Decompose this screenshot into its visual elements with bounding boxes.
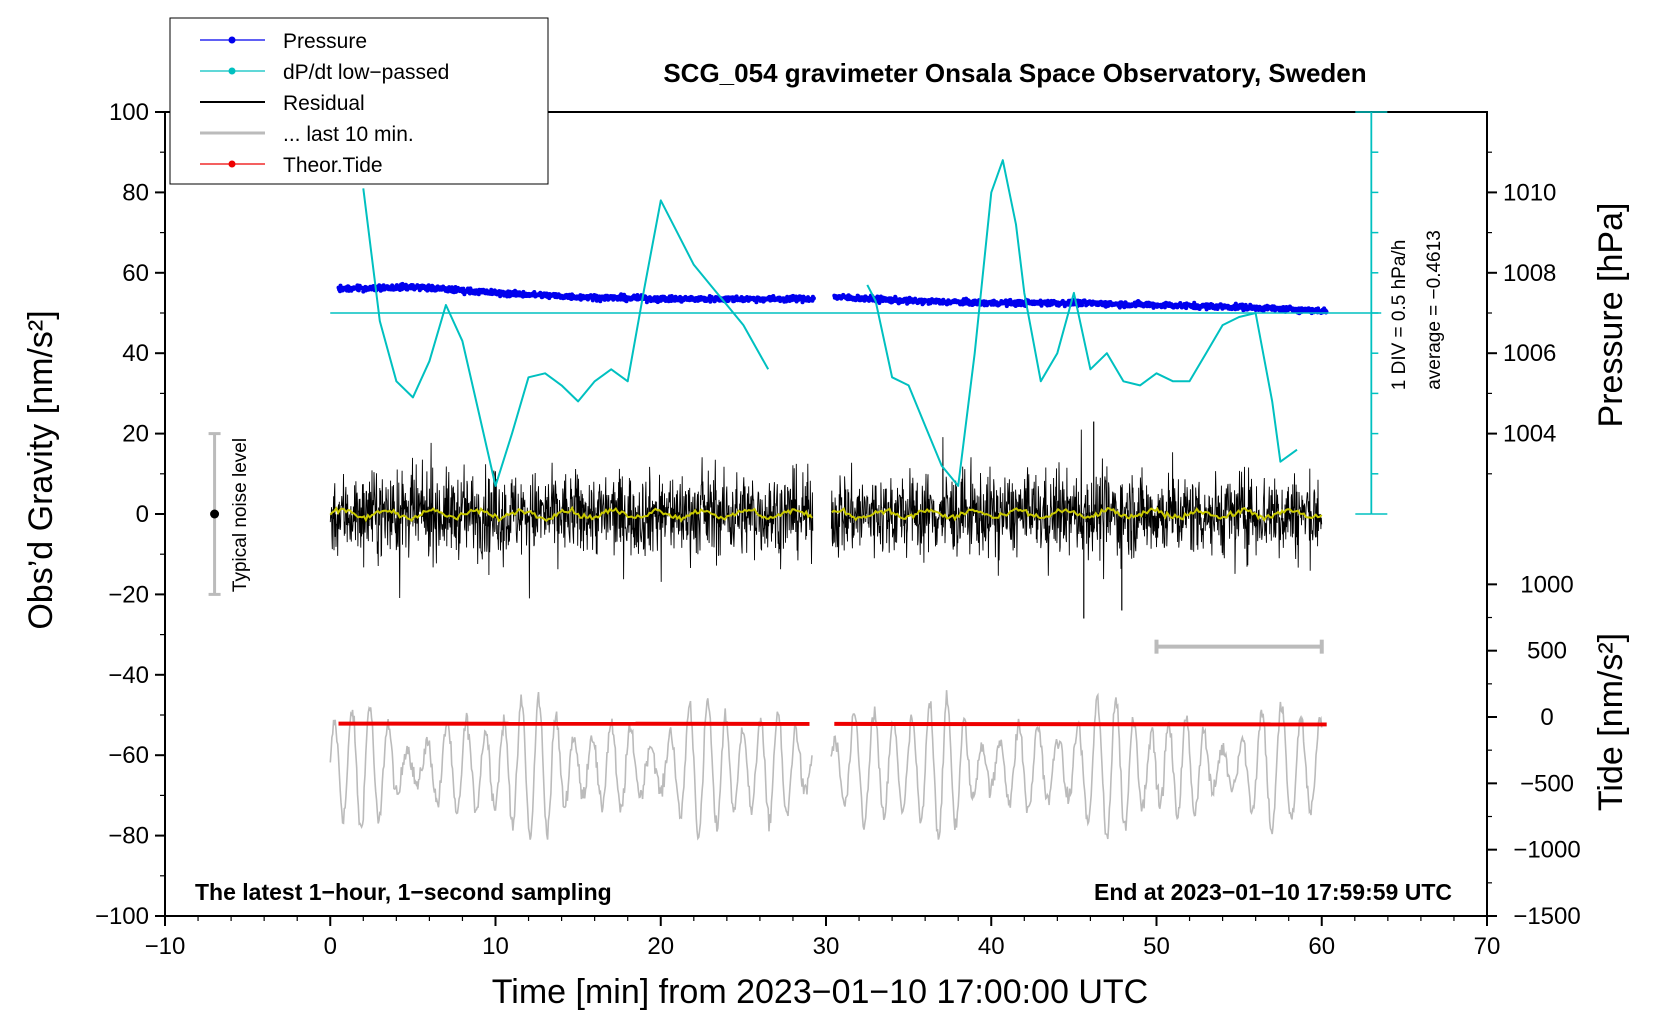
pressure-axis-title: Pressure [hPa] xyxy=(1592,203,1630,428)
noise-bar-center-dot xyxy=(210,509,220,519)
x-tick-label: −10 xyxy=(145,933,186,960)
y-tick-label: 40 xyxy=(122,340,149,367)
residual-line xyxy=(329,442,814,599)
x-tick-label: 70 xyxy=(1474,933,1501,960)
dpdt-scale-label: 1 DIV = 0.5 hPa/h xyxy=(1389,240,1410,391)
pressure-tick-label: 1010 xyxy=(1503,179,1556,206)
residual-smoothed-series xyxy=(329,505,1323,523)
pressure-point xyxy=(811,296,816,301)
dpdt-series xyxy=(330,111,1388,515)
pressure-tick-label: 1006 xyxy=(1503,340,1556,367)
tide-tick-label: −1500 xyxy=(1513,903,1580,930)
y-tick-label: 80 xyxy=(122,179,149,206)
dpdt-average-label: average = −0.4613 xyxy=(1424,230,1445,390)
y-tick-label: 20 xyxy=(122,421,149,448)
tide-axis-title: Tide [nm/s²] xyxy=(1592,633,1630,811)
residual-smoothed-line xyxy=(329,505,813,523)
last10-line xyxy=(329,692,813,841)
annotations xyxy=(208,432,1324,654)
x-axis-title: Time [min] from 2023−01−10 17:00:00 UTC xyxy=(492,973,1148,1011)
tide-tick-label: 500 xyxy=(1527,638,1567,665)
pressure-point xyxy=(1080,303,1085,308)
legend: Pressure dP/dt low−passed Residual ... l… xyxy=(169,17,549,185)
pressure-series xyxy=(336,281,1329,316)
legend-marker-tide xyxy=(228,160,236,168)
y-tick-label: −80 xyxy=(108,823,149,850)
residual-series xyxy=(329,421,1323,619)
legend-marker-pressure xyxy=(228,36,236,44)
x-tick-label: 0 xyxy=(324,933,337,960)
residual-smoothed-line xyxy=(831,506,1323,522)
end-time-note: End at 2023−01−10 17:59:59 UTC xyxy=(1094,879,1452,905)
y-tick-label: 60 xyxy=(122,260,149,287)
x-tick-label: 50 xyxy=(1143,933,1170,960)
y-tick-label: −40 xyxy=(108,662,149,689)
y-tick-label: −60 xyxy=(108,742,149,769)
y-tick-label: −20 xyxy=(108,581,149,608)
pressure-tick-label: 1008 xyxy=(1503,260,1556,287)
tide-tick-label: 1000 xyxy=(1520,571,1573,598)
tide-tick-label: −1000 xyxy=(1513,837,1580,864)
pressure-point xyxy=(1122,305,1127,310)
dpdt-line xyxy=(866,159,1298,487)
left-axis-title: Obs’d Gravity [nm/s²] xyxy=(22,310,60,629)
axes: −10 0 10 20 30 40 50 60 70−100−80−60−40−20020406… xyxy=(95,99,1581,960)
x-tick-label: 20 xyxy=(647,933,674,960)
legend-label-last10: ... last 10 min. xyxy=(283,123,414,146)
pressure-point xyxy=(754,300,759,305)
chart-title: SCG_054 gravimeter Onsala Space Observat… xyxy=(663,58,1366,88)
noise-level-label: Typical noise level xyxy=(230,438,251,592)
dpdt-line xyxy=(362,188,770,487)
sampling-note: The latest 1−hour, 1−second sampling xyxy=(195,879,612,905)
legend-label-tide: Theor.Tide xyxy=(283,154,383,177)
x-tick-label: 60 xyxy=(1308,933,1335,960)
legend-label-residual: Residual xyxy=(283,92,365,115)
x-tick-label: 40 xyxy=(978,933,1005,960)
pressure-point xyxy=(1117,305,1122,310)
x-tick-label: 10 xyxy=(482,933,509,960)
residual-line xyxy=(830,429,1323,580)
pressure-point xyxy=(1038,298,1043,303)
x-tick-label: 30 xyxy=(813,933,840,960)
theoretical-tide-series xyxy=(338,721,1327,727)
tide-tick-label: −500 xyxy=(1520,770,1574,797)
pressure-point xyxy=(708,299,713,304)
tide-line xyxy=(834,721,1327,727)
y-tick-label: −100 xyxy=(95,903,149,930)
y-tick-label: 100 xyxy=(109,99,149,126)
y-tick-label: 0 xyxy=(136,501,149,528)
legend-label-dpdt: dP/dt low−passed xyxy=(283,61,449,84)
pressure-tick-label: 1004 xyxy=(1503,421,1556,448)
legend-label-pressure: Pressure xyxy=(283,30,367,53)
tide-tick-label: 0 xyxy=(1540,704,1553,731)
last10-series xyxy=(329,690,1323,841)
legend-marker-dpdt xyxy=(228,67,236,75)
last10-line xyxy=(830,690,1323,840)
